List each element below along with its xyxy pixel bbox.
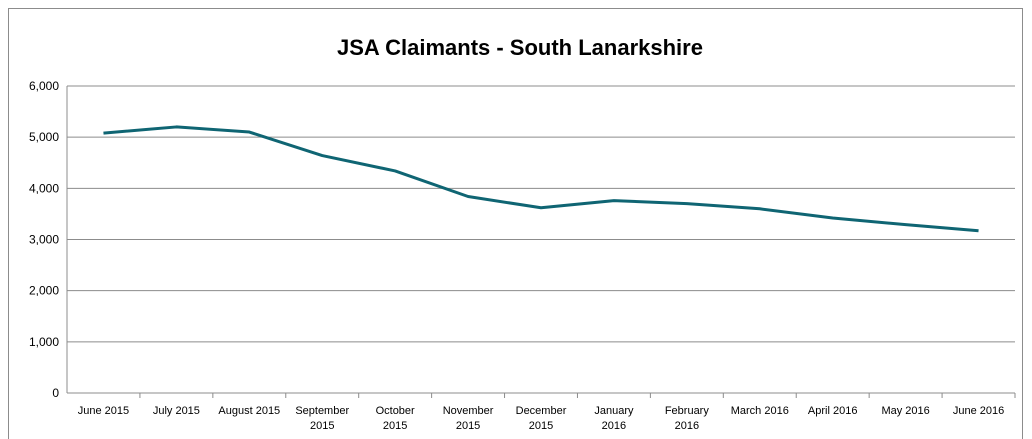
chart-title: JSA Claimants - South Lanarkshire xyxy=(337,35,703,60)
data-line xyxy=(103,125,979,233)
y-tick-label: 2,000 xyxy=(29,284,59,298)
x-tick-label: June 2016 xyxy=(953,405,1004,417)
chart-frame xyxy=(8,8,1023,439)
y-tick-label: 1,000 xyxy=(29,335,59,349)
x-tick-label: May 2016 xyxy=(881,405,929,417)
y-tick-label: 6,000 xyxy=(29,79,59,93)
x-tick-label: July 2015 xyxy=(153,405,200,417)
x-tick-label: February 2016 xyxy=(665,405,710,432)
x-tick-label: November 2015 xyxy=(443,405,494,432)
x-tick-label: December 2015 xyxy=(516,405,567,432)
x-tick-label: March 2016 xyxy=(731,405,789,417)
x-tick-label: April 2016 xyxy=(808,405,858,417)
x-tick-label: October 2015 xyxy=(376,405,415,432)
y-tick-label: 4,000 xyxy=(29,181,59,195)
y-tick-label: 0 xyxy=(52,386,59,400)
x-tick-label: August 2015 xyxy=(218,405,280,417)
x-tick-label: June 2015 xyxy=(78,405,129,417)
y-tick-label: 3,000 xyxy=(29,233,59,247)
x-tick-label: September 2015 xyxy=(295,405,349,432)
x-tick-label: January 2016 xyxy=(594,405,634,432)
y-tick-label: 5,000 xyxy=(29,130,59,144)
